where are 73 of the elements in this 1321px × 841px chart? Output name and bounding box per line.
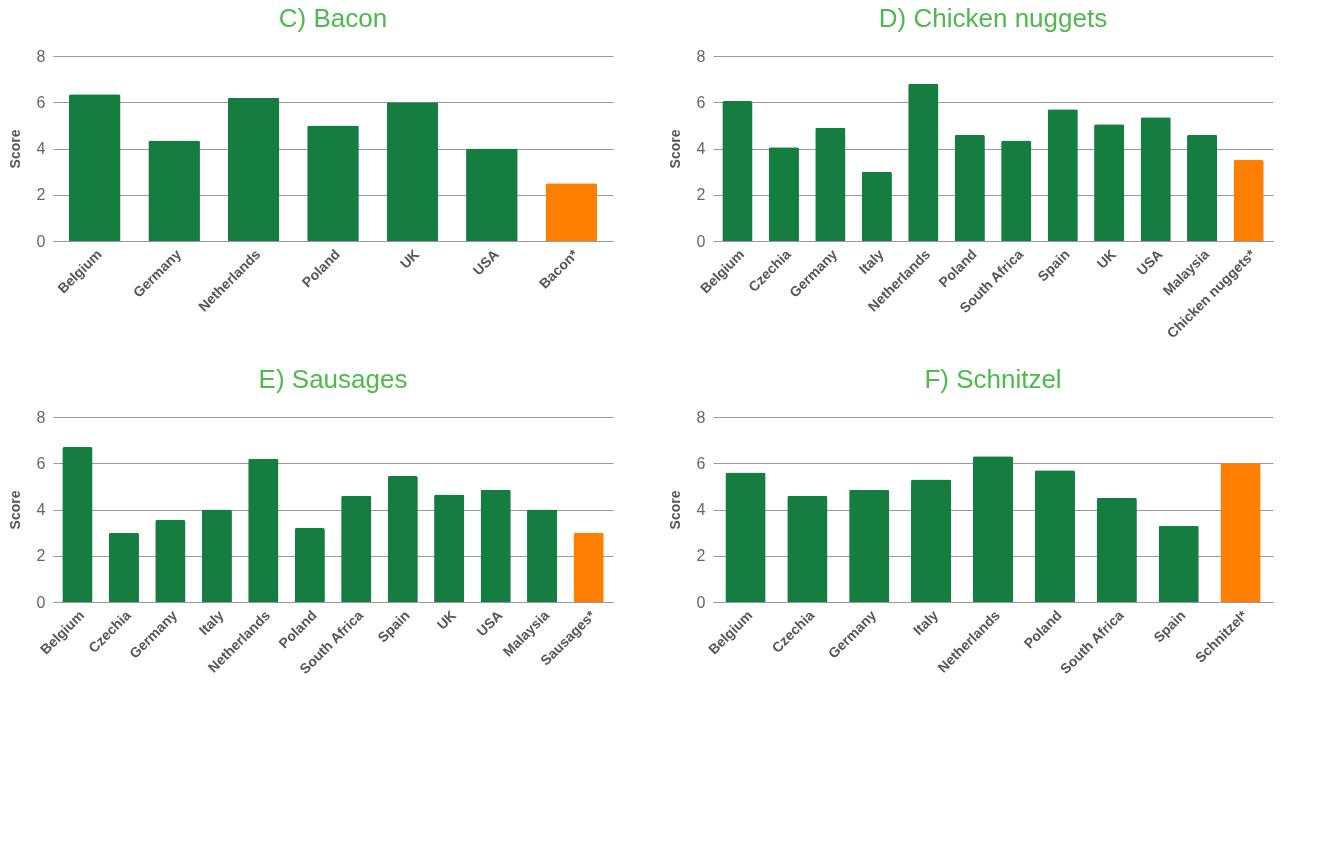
bar bbox=[68, 94, 121, 241]
y-tick-label: 4 bbox=[696, 501, 706, 518]
bar bbox=[725, 472, 766, 602]
bar bbox=[1187, 134, 1218, 241]
bar bbox=[341, 495, 372, 602]
bar bbox=[768, 147, 799, 241]
y-tick-label: 6 bbox=[36, 93, 46, 111]
bar bbox=[307, 125, 359, 241]
bar bbox=[155, 519, 186, 602]
y-tick-label: 0 bbox=[36, 593, 46, 611]
y-axis-title: Score bbox=[6, 129, 23, 169]
bar bbox=[545, 183, 598, 241]
y-tick-label: 8 bbox=[36, 47, 46, 65]
x-tick-label: USA bbox=[473, 607, 506, 640]
bar bbox=[787, 495, 828, 602]
bar bbox=[227, 97, 280, 241]
y-tick-label: 8 bbox=[36, 408, 46, 426]
y-tick-label: 8 bbox=[696, 408, 706, 426]
bar bbox=[1158, 525, 1199, 602]
bar bbox=[861, 171, 892, 241]
y-tick-label: 0 bbox=[36, 232, 46, 250]
bar bbox=[201, 509, 232, 602]
bar bbox=[248, 458, 279, 602]
bar bbox=[1220, 463, 1261, 602]
y-tick-label: 4 bbox=[36, 501, 46, 518]
y-axis-title: Score bbox=[666, 129, 683, 169]
bar bbox=[972, 456, 1014, 602]
y-axis-title: Score bbox=[666, 490, 683, 530]
y-axis-title: Score bbox=[6, 490, 23, 530]
bar bbox=[954, 134, 985, 241]
bar bbox=[722, 101, 753, 241]
bar bbox=[908, 83, 939, 241]
y-tick-label: 6 bbox=[696, 454, 706, 472]
y-tick-label: 2 bbox=[696, 186, 706, 204]
y-tick-label: 0 bbox=[696, 593, 706, 611]
x-tick-label: UK bbox=[433, 607, 460, 633]
bar bbox=[434, 494, 465, 602]
bar bbox=[527, 509, 558, 602]
y-tick-label: 2 bbox=[36, 186, 46, 204]
bar bbox=[466, 148, 518, 241]
y-tick-label: 8 bbox=[696, 47, 706, 65]
x-tick-label: UK bbox=[1093, 246, 1120, 272]
y-tick-label: 2 bbox=[696, 547, 706, 565]
bar bbox=[815, 127, 846, 241]
bar bbox=[108, 532, 139, 602]
chart-title: D) Chicken nuggets bbox=[878, 3, 1108, 33]
chart-title: C) Bacon bbox=[278, 3, 388, 33]
bar bbox=[1233, 160, 1264, 241]
bar bbox=[1001, 140, 1032, 241]
x-tick-label: UK bbox=[396, 246, 423, 272]
bar bbox=[1034, 470, 1075, 602]
bar bbox=[1140, 117, 1171, 241]
bar bbox=[573, 532, 604, 602]
bar bbox=[1094, 124, 1125, 241]
bar bbox=[294, 528, 325, 602]
y-tick-label: 2 bbox=[36, 547, 46, 565]
bar bbox=[1096, 497, 1137, 602]
chart-title: E) Sausages bbox=[258, 364, 408, 394]
bar bbox=[480, 489, 511, 602]
y-tick-label: 4 bbox=[696, 140, 706, 157]
y-tick-label: 4 bbox=[36, 140, 46, 157]
bar bbox=[849, 489, 890, 602]
bar bbox=[62, 447, 93, 602]
x-tick-label: USA bbox=[1133, 246, 1166, 279]
y-tick-label: 6 bbox=[696, 93, 706, 111]
y-tick-label: 0 bbox=[696, 232, 706, 250]
bar bbox=[911, 479, 952, 602]
bar bbox=[1047, 109, 1078, 241]
bar bbox=[386, 102, 439, 241]
y-tick-label: 6 bbox=[36, 454, 46, 472]
chart-title: F) Schnitzel bbox=[924, 364, 1062, 394]
bar bbox=[387, 475, 418, 602]
bar bbox=[148, 140, 200, 241]
